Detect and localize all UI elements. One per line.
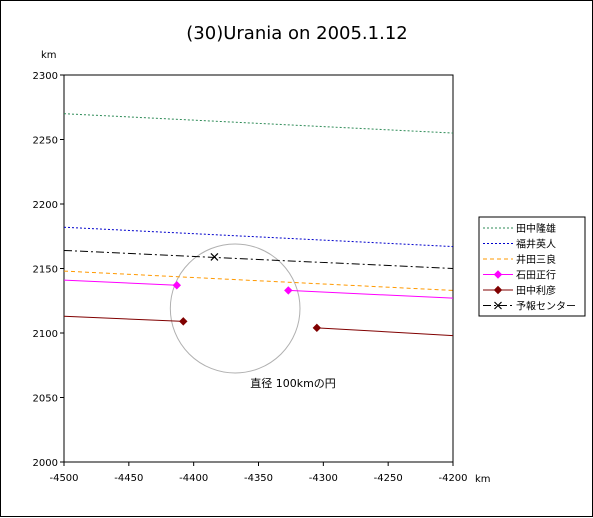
series-line: [316, 327, 454, 337]
series-line: [288, 289, 454, 299]
chart-title: (30)Urania on 2005.1.12: [186, 23, 407, 44]
x-tick-label: -4250: [374, 473, 403, 484]
series-予報センター: [63, 249, 454, 269]
x-axis-ticks: -4500 -4450 -4400 -4350 -4300 -4250 -4200: [49, 462, 468, 484]
data-point: [312, 323, 322, 333]
y-tick-label: 2100: [33, 329, 58, 340]
legend-marker: [493, 270, 503, 279]
series-line: [63, 279, 177, 286]
reference-circle: [169, 243, 301, 374]
legend-marker: [494, 301, 502, 310]
y-axis-ticks: 2000 2050 2100 2150 2200 2250 2300: [33, 71, 64, 469]
series-井田三良: [63, 270, 454, 291]
plot-area: [63, 74, 454, 463]
y-tick-label: 2300: [33, 71, 58, 82]
legend-item: 予報センター: [483, 301, 576, 313]
circle-annotation: 直径 100kmの円: [250, 376, 336, 390]
legend-item: 田中利彦: [483, 284, 556, 297]
data-point: [179, 317, 188, 326]
series-line: [63, 315, 184, 322]
x-tick-label: -4300: [309, 473, 338, 484]
legend-label: 福井英人: [516, 238, 556, 251]
legend-label: 予報センター: [516, 301, 576, 313]
x-axis-unit: km: [475, 474, 491, 485]
plot-series: [63, 113, 454, 374]
x-tick-label: -4450: [114, 473, 143, 484]
legend-item: 石田正行: [483, 269, 556, 282]
x-tick-label: -4200: [438, 473, 467, 484]
legend-marker: [493, 285, 503, 295]
legend-item: 井田三良: [483, 253, 556, 266]
x-tick-label: -4400: [179, 473, 208, 484]
legend-item: 福井英人: [483, 238, 556, 251]
legend-item: 田中隆雄: [483, 222, 556, 235]
y-tick-label: 2050: [33, 394, 58, 405]
data-point: [210, 252, 219, 261]
series-line: [63, 249, 454, 269]
series-福井英人: [63, 226, 454, 248]
series-石田正行: [63, 279, 454, 299]
x-tick-label: -4500: [49, 473, 78, 484]
y-tick-label: 2000: [33, 458, 58, 469]
series-line: [63, 113, 454, 134]
legend-label: 田中隆雄: [516, 222, 556, 235]
series-田中利彦: [63, 315, 454, 337]
series-田中隆雄: [63, 113, 454, 134]
series-line: [63, 270, 454, 291]
legend-box: [478, 216, 586, 317]
data-point: [284, 286, 293, 295]
y-tick-label: 2150: [33, 265, 58, 276]
x-tick-label: -4350: [244, 473, 273, 484]
legend-label: 石田正行: [516, 269, 556, 282]
y-axis-unit: km: [41, 50, 57, 61]
data-point: [172, 281, 182, 290]
series-line: [63, 226, 454, 248]
legend-label: 田中利彦: [516, 284, 556, 297]
y-tick-label: 2250: [33, 136, 58, 147]
y-tick-label: 2200: [33, 200, 58, 211]
legend-label: 井田三良: [516, 253, 556, 266]
